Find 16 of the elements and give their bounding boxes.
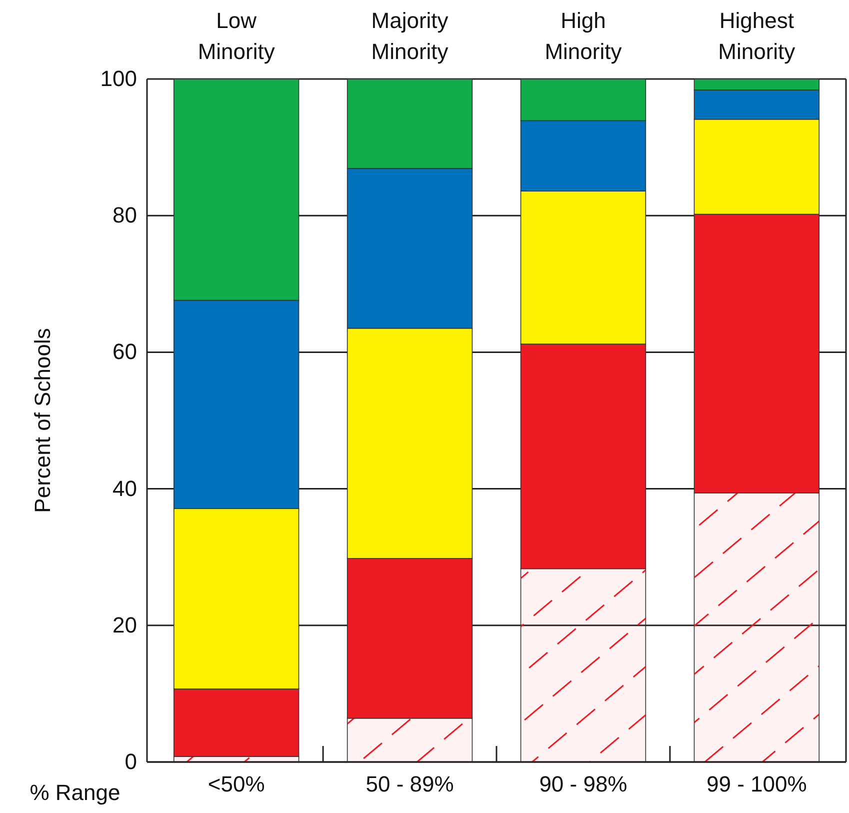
x-tick-label: <50% [208,772,265,797]
y-tick-label: 0 [124,749,137,774]
y-tick-label: 60 [112,339,137,364]
x-tick-label: 99 - 100% [706,772,807,797]
text: Majority Minority [371,8,448,64]
y-tick-label: 40 [112,476,137,501]
y-tick-label: 20 [112,612,137,638]
text: High Minority [544,8,622,64]
text: Low Minority [198,8,275,64]
y-tick-label: 80 [112,202,137,228]
x-tick-label: 90 - 98% [539,772,628,797]
x-axis-title: % Range [30,780,120,805]
x-tick-label: 50 - 89% [366,772,454,797]
y-tick-label: 100 [100,66,137,92]
text: Highest Minority [718,8,796,64]
y-axis-title: Percent of Schools [30,328,55,513]
